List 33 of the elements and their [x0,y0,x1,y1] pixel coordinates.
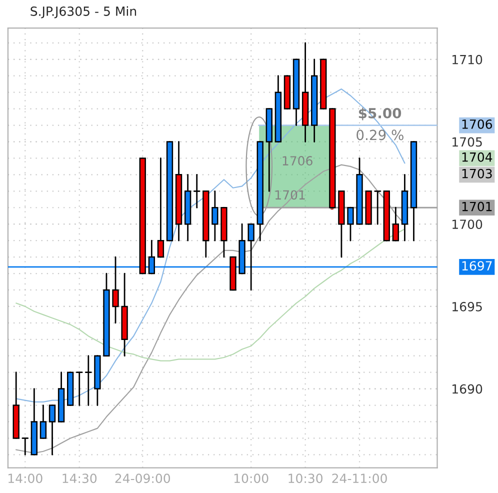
candlestick [374,190,382,225]
candlestick [22,438,29,456]
candlestick [193,174,200,208]
y-tick-label: 1700 [452,220,482,230]
y-tick-label: 1690 [452,384,482,394]
candlestick [48,404,56,456]
ref-line-label: 1701 [462,202,492,212]
x-tick-label: 14:00 [8,474,42,484]
y2-tick-label: 1704 [462,152,492,162]
y-tick-label: 1705 [452,137,482,147]
y-tick-label: 1710 [452,54,482,64]
x-tick-label: 10:30 [288,474,322,484]
candlestick [84,355,92,406]
annotation: 1701 [275,190,305,200]
y2-tick-label: 1703 [462,168,492,178]
x-tick-label: 24-11:00 [332,474,387,484]
candlestick [347,206,354,242]
line-series [16,88,406,403]
x-tick-label: 10:00 [234,474,268,484]
ref-line-label: 1706 [462,119,492,129]
ref-line-label: 1697 [462,261,492,271]
annotation: 1706 [282,156,312,166]
candlestick [112,256,119,324]
candlestick [40,404,47,439]
candlestick [392,206,400,242]
chart-title: S.JP.J6305 - 5 Min [30,6,136,18]
y-tick-label: 1695 [452,302,482,312]
candlestick [157,158,164,258]
x-tick-label: 24-09:00 [115,474,170,484]
annotation: 0.29 % [356,130,404,140]
candlestick [212,190,218,242]
candlestick [76,372,83,406]
x-tick-label: 14:30 [62,474,97,484]
